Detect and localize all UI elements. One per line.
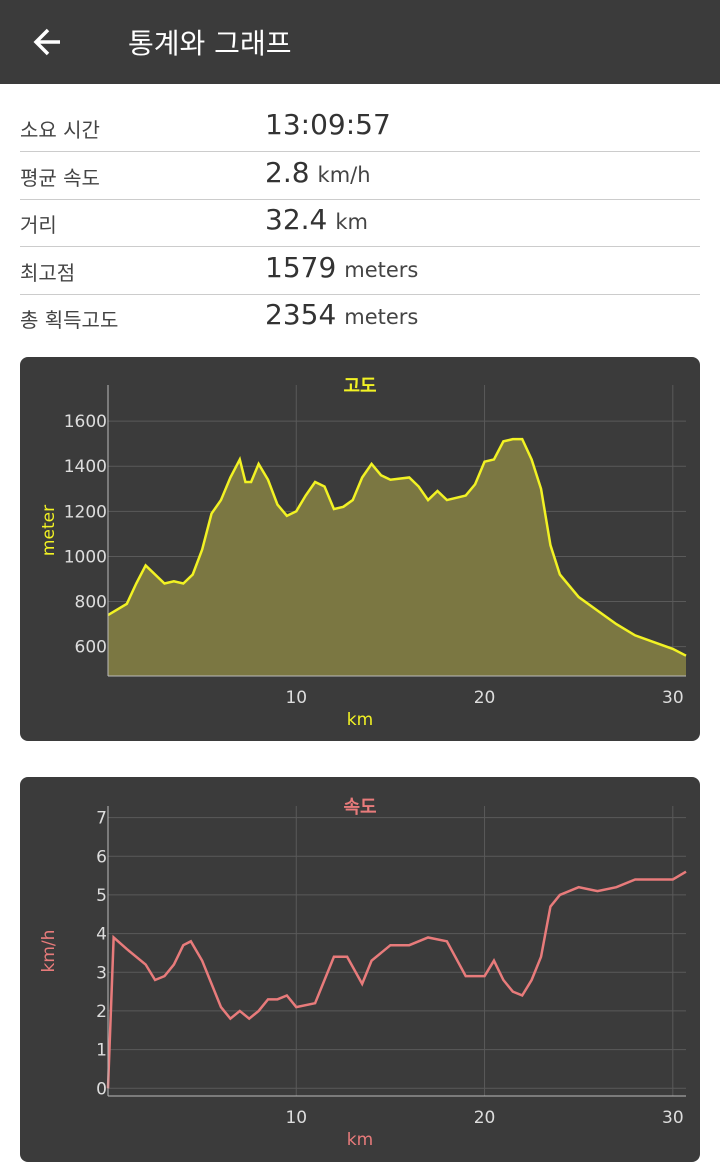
chart-title: 고도 (343, 376, 376, 397)
stat-label: 거리 (20, 213, 57, 237)
title: 통계와 그래프 (128, 27, 292, 60)
area (108, 439, 686, 676)
y-tick-label: 5 (96, 886, 107, 906)
app-bar: 통계와 그래프 (0, 0, 720, 84)
stat-label: 평균 속도 (20, 165, 100, 190)
line (107, 437, 687, 657)
x-tick-label: 10 (285, 1108, 307, 1128)
x-tick-label: 20 (474, 1108, 496, 1128)
y-axis-label: km/h (39, 930, 59, 973)
stat-label: 최고점 (20, 260, 76, 285)
stat-value: 2.8 (265, 155, 310, 189)
y-tick-label: 3 (96, 963, 107, 983)
stat-value: 32.4 (265, 203, 328, 236)
stat-unit: km (335, 210, 368, 234)
y-tick-label: 4 (96, 925, 107, 945)
stat-value: 2354 (265, 298, 337, 331)
chart-panel (20, 777, 700, 1162)
y-tick-label: 2 (96, 1002, 107, 1022)
y-tick-label: 1200 (64, 502, 107, 522)
y-tick-label: 0 (96, 1079, 107, 1099)
stat-value-box: 2354 meters (265, 298, 418, 331)
stat-value: 13:09:57 (265, 108, 391, 141)
x-axis-label: km (347, 710, 373, 730)
x-tick-label: 30 (662, 1108, 684, 1128)
y-tick-label: 7 (96, 809, 107, 829)
stat-value: 1579 (265, 250, 337, 284)
stat-label: 총 획득고도 (20, 308, 119, 332)
line (106, 870, 687, 1089)
stat-row: 최고점 1579 meters (20, 247, 700, 295)
x-tick-label: 30 (662, 688, 684, 708)
stat-value-box: 13:09:57 (265, 108, 391, 141)
stat-row: 소요 시간 13:09:57 (20, 104, 700, 152)
stat-value-box: 32.4 km (265, 203, 368, 236)
y-axis-label: meter (39, 505, 59, 556)
y-tick-label: 6 (96, 847, 107, 867)
stat-unit: meters (344, 257, 419, 282)
stat-row: 총 획득고도 2354 meters (20, 294, 700, 341)
back-button[interactable] (30, 22, 70, 62)
y-tick-label: 1600 (64, 412, 107, 432)
stat-value-box: 2.8 km/h (265, 156, 371, 189)
x-axis-label: km (347, 1130, 373, 1150)
stat-value-box: 1579 meters (265, 251, 418, 284)
stat-row: 평균 속도 2.8 km/h (20, 152, 700, 200)
stat-row: 거리 32.4 km (20, 199, 700, 247)
x-tick-label: 20 (474, 688, 496, 708)
x-tick-label: 10 (285, 688, 307, 708)
y-tick-label: 1 (96, 1041, 107, 1061)
stat-unit: meters (344, 305, 419, 329)
stat-unit: km/h (317, 162, 371, 187)
y-tick-label: 1400 (64, 457, 107, 477)
y-tick-label: 1000 (64, 547, 107, 567)
stat-label: 소요 시간 (20, 118, 100, 142)
y-tick-label: 800 (75, 593, 107, 613)
chart-title: 속도 (343, 797, 376, 818)
y-tick-label: 600 (75, 638, 107, 658)
chart-panel (20, 357, 700, 741)
